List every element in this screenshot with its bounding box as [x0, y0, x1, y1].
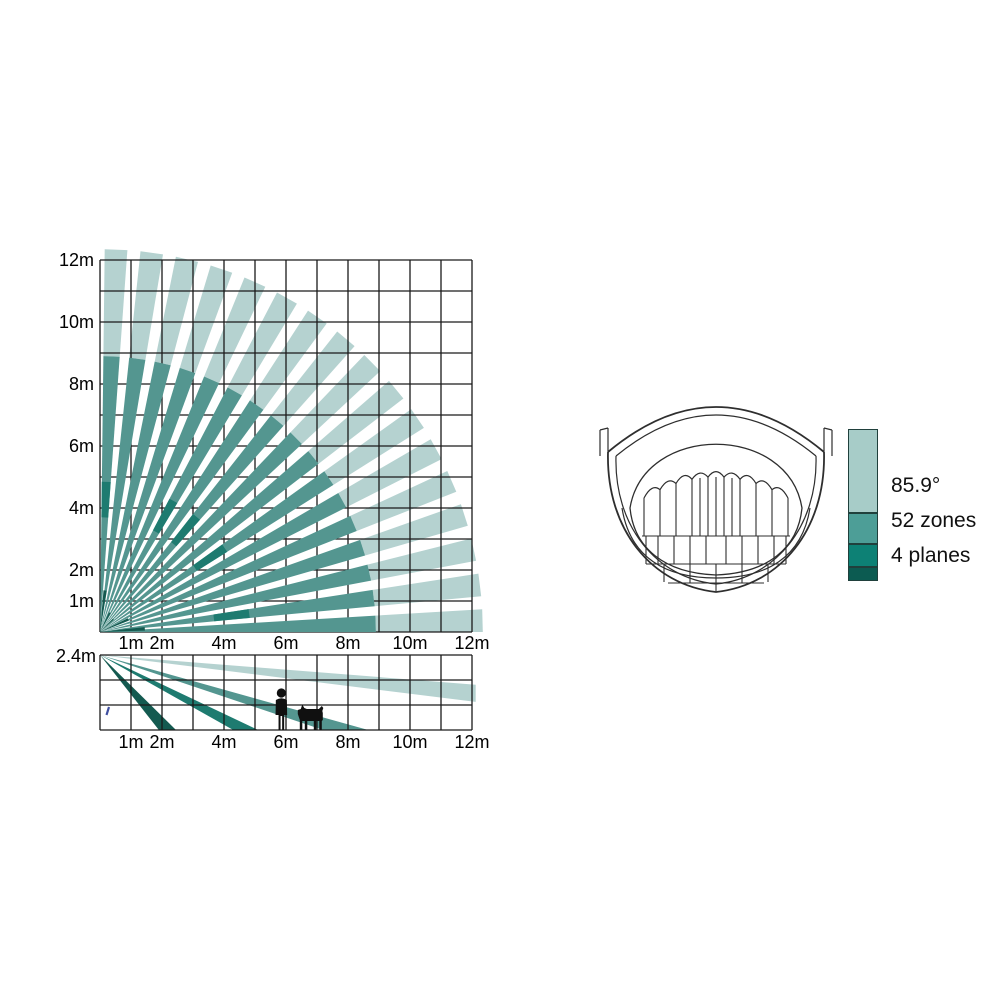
x-tick-label: 1m — [118, 732, 143, 752]
y-tick-label: 6m — [69, 436, 94, 456]
x-tick-label: 12m — [454, 732, 489, 752]
lens-scallops — [643, 471, 789, 499]
mount-height-label: 2.4m — [56, 646, 96, 666]
y-tick-label: 12m — [59, 250, 94, 270]
stray-mark — [105, 706, 111, 716]
axis-labels: 1m 2m 4m 6m 8m 10m 12m 12m 10m 8m 6m 4m 2m 1m — [59, 250, 490, 653]
top-view-coverage-chart: 1m 2m 4m 6m 8m 10m 12m 12m 10m 8m 6m 4m 2m 1m — [59, 249, 490, 653]
lens-window — [629, 443, 803, 576]
legend-label-planes: 4 planes — [891, 544, 971, 567]
beam-tip — [154, 256, 198, 366]
beam-tip — [249, 310, 327, 410]
dog-silhouette — [297, 704, 324, 730]
beam-tip — [103, 249, 128, 357]
origin-stubs — [100, 590, 145, 632]
beam-stem — [100, 432, 302, 632]
x-tick-label: 1m — [118, 633, 143, 653]
x-tick-label: 8m — [335, 732, 360, 752]
beam-tip — [204, 277, 266, 384]
beam-stem — [100, 564, 372, 632]
plane-2 — [100, 655, 259, 730]
x-tick-label: 6m — [273, 633, 298, 653]
detection-planes — [100, 655, 476, 730]
plane-1-near — [100, 655, 176, 730]
beam-tip — [375, 609, 483, 632]
beam-dark-band — [193, 544, 228, 571]
sensor-lens-illustration — [599, 406, 833, 593]
beam-tip — [290, 355, 381, 444]
x-tick-label: 12m — [454, 633, 489, 653]
beam-stem — [100, 515, 357, 632]
beam-stem — [100, 493, 347, 632]
side-view-coverage-chart: 1m 2m 4m 6m 8m 10m 12m 2.4m — [56, 646, 490, 752]
legend-labels: 85.9° 52 zones 4 planes — [891, 468, 976, 573]
beam-tip — [227, 292, 297, 396]
x-tick-label: 10m — [392, 633, 427, 653]
beam-stem — [100, 615, 376, 632]
origin-stub — [100, 590, 107, 632]
legend-color-bar — [848, 429, 878, 581]
beam-stem — [100, 367, 196, 632]
beam-dark-band — [101, 481, 111, 518]
y-tick-label: 4m — [69, 498, 94, 518]
beam-dark-band — [153, 498, 178, 534]
y-tick-label: 8m — [69, 374, 94, 394]
left-tab — [599, 427, 609, 456]
beam-tip — [350, 471, 457, 531]
origin-stub — [100, 618, 114, 632]
lens-row2-segments — [645, 536, 787, 564]
person-head — [276, 688, 286, 698]
x-tick-label: 6m — [273, 732, 298, 752]
beam-tip — [338, 439, 442, 508]
beam-stem — [100, 376, 220, 632]
right-tab — [823, 427, 833, 456]
beam-stem — [100, 451, 319, 632]
legend-label-angle: 85.9° — [891, 474, 941, 497]
legend-swatch-long-range — [848, 429, 878, 513]
legend-swatch-short-range — [848, 544, 878, 567]
beam-tip — [270, 331, 355, 426]
x-tick-label: 8m — [335, 633, 360, 653]
lens-row3-segments — [663, 564, 769, 583]
beam-tip — [324, 409, 424, 485]
x-tick-label: 2m — [149, 633, 174, 653]
axis-labels: 1m 2m 4m 6m 8m 10m 12m 2.4m — [56, 646, 490, 752]
beam-dark-band — [171, 514, 200, 547]
legend-label-zones: 52 zones — [891, 509, 977, 532]
beam-stem — [100, 539, 366, 632]
long-range-beam-tips — [103, 249, 483, 632]
beam-stem — [100, 357, 146, 632]
lens-row1-segments — [643, 477, 789, 536]
x-tick-label: 4m — [211, 732, 236, 752]
person-silhouette — [275, 698, 288, 730]
beam-stem — [100, 400, 264, 632]
grid — [99, 654, 473, 731]
x-tick-label: 2m — [149, 732, 174, 752]
y-tick-label: 10m — [59, 312, 94, 332]
short-range-bands — [101, 481, 250, 622]
beam-tip — [372, 573, 482, 607]
figures — [275, 688, 324, 730]
origin-stub — [100, 618, 129, 632]
x-tick-label: 10m — [392, 732, 427, 752]
plane-4-far — [100, 655, 476, 702]
beam-dark-band — [213, 609, 250, 622]
x-tick-label: 4m — [211, 633, 236, 653]
origin-stub — [100, 612, 111, 632]
legend-swatch-mid-range — [848, 513, 878, 544]
beam-stem — [100, 361, 171, 632]
origin-stub — [100, 627, 145, 632]
sensor-housing-outline — [599, 406, 833, 593]
y-tick-label: 2m — [69, 560, 94, 580]
legend-swatch-nearest-range — [848, 567, 878, 581]
beam-tip — [129, 251, 163, 360]
y-tick-label: 1m — [69, 591, 94, 611]
